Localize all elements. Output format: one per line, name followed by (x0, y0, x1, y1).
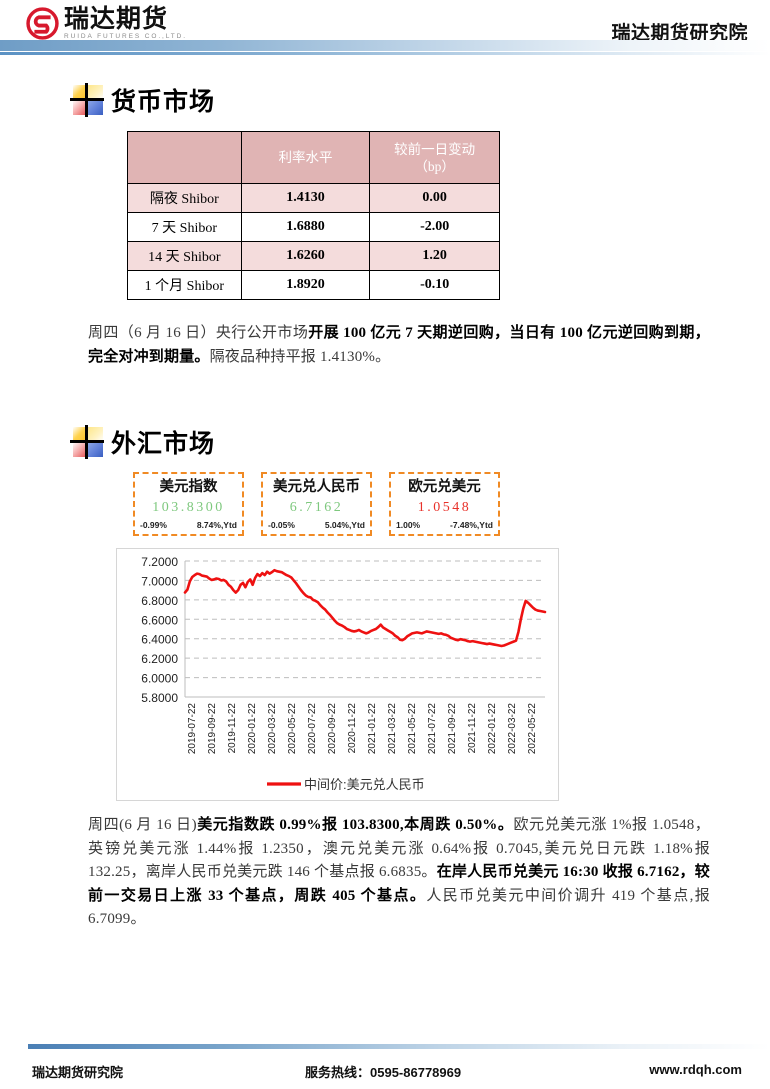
svg-text:2022-01-22: 2022-01-22 (487, 703, 498, 755)
fx-commentary-bold-2: 在岸人民币兑美元 16:30 收报 6.7162，较前一交易日上涨 33 个基点… (88, 864, 711, 904)
column-header-name (127, 131, 242, 184)
header-accent-line (0, 52, 770, 55)
table-row: 1 个月 Shibor 1.8920 -0.10 (127, 270, 500, 300)
fx-quote-change: -0.05% (268, 520, 295, 530)
section-heading-fx-market: 外汇市场 (70, 424, 770, 460)
column-header-rate: 利率水平 (240, 131, 371, 184)
svg-text:2021-09-22: 2021-09-22 (447, 703, 458, 755)
commentary-text-bold: 开展 100 亿元 7 天期逆回购，当日有 100 亿元逆回购到期，完全对冲到期… (88, 325, 710, 365)
svg-text:2020-11-22: 2020-11-22 (347, 703, 358, 754)
fx-commentary-plain-1: 周四(6 月 16 日) (88, 817, 197, 833)
svg-text:6.4000: 6.4000 (141, 633, 178, 647)
fx-quote-change: -0.99% (140, 520, 167, 530)
svg-text:7.0000: 7.0000 (141, 574, 178, 588)
chart-canvas: 7.2000 7.0000 6.8000 6.6000 6.4000 6.2000 6.00… (141, 555, 547, 792)
svg-text:2022-03-22: 2022-03-22 (507, 703, 518, 755)
brand-logo: 瑞达期货 RUIDA FUTURES CO.,LTD. (26, 6, 187, 41)
svg-text:2021-05-22: 2021-05-22 (407, 703, 418, 755)
section-title: 外汇市场 (111, 430, 216, 458)
row-rate: 1.8920 (240, 270, 371, 300)
color-grid-icon (70, 425, 104, 459)
page-header: 瑞达期货 RUIDA FUTURES CO.,LTD. 瑞达期货研究院 (0, 0, 770, 60)
row-change: -2.00 (369, 212, 500, 242)
section-title: 货币市场 (111, 88, 216, 116)
svg-text:2020-09-22: 2020-09-22 (327, 703, 338, 755)
row-change: 1.20 (369, 241, 500, 271)
fx-quote-card-usd-index: 美元指数 103.8300 -0.99% 8.74%,Ytd (133, 472, 244, 536)
column-header-change-line1: 较前一日变动 (394, 141, 476, 157)
svg-text:6.8000: 6.8000 (141, 594, 178, 608)
shibor-table-wrapper: 利率水平 较前一日变动 （bp） 隔夜 Shibor 1.4130 0.00 7… (127, 131, 770, 300)
svg-text:2021-11-22: 2021-11-22 (467, 703, 478, 754)
row-label: 7 天 Shibor (127, 212, 242, 242)
row-label: 隔夜 Shibor (127, 183, 242, 213)
footer-website[interactable]: www.rdqh.com (649, 1062, 742, 1077)
fx-quote-value: 103.8300 (152, 500, 225, 515)
brand-name-en: RUIDA FUTURES CO.,LTD. (64, 33, 187, 40)
row-change: 0.00 (369, 183, 500, 213)
header-gradient-band (0, 40, 770, 51)
row-label: 14 天 Shibor (127, 241, 242, 271)
color-grid-icon (70, 83, 104, 117)
table-header-row: 利率水平 较前一日变动 （bp） (127, 131, 500, 184)
row-rate: 1.6260 (240, 241, 371, 271)
svg-text:2020-05-22: 2020-05-22 (287, 703, 298, 755)
fx-quote-name: 美元兑人民币 (273, 479, 360, 495)
table-row: 14 天 Shibor 1.6260 1.20 (127, 241, 500, 271)
svg-text:2021-01-22: 2021-01-22 (367, 703, 378, 755)
ruida-swirl-logo-icon (26, 7, 59, 40)
footer-gradient-band (28, 1044, 770, 1049)
svg-text:2019-09-22: 2019-09-22 (207, 703, 218, 755)
shibor-table: 利率水平 较前一日变动 （bp） 隔夜 Shibor 1.4130 0.00 7… (127, 131, 500, 300)
section-heading-money-market: 货币市场 (70, 82, 770, 118)
brand-name-cn: 瑞达期货 (64, 5, 169, 33)
svg-text:2020-01-22: 2020-01-22 (247, 703, 258, 755)
commentary-text-plain-2: 隔夜品种持平报 1.4130%。 (209, 348, 391, 365)
svg-text:5.8000: 5.8000 (141, 691, 178, 705)
header-title: 瑞达期货研究院 (611, 23, 748, 44)
money-market-commentary: 周四（6 月 16 日）央行公开市场开展 100 亿元 7 天期逆回购，当日有 … (88, 322, 710, 369)
fx-commentary-plain-2: 欧元兑美元涨 1%报 1.0548，英镑兑美元涨 1.44%报 1.2350，澳… (88, 817, 710, 880)
svg-text:6.2000: 6.2000 (141, 652, 178, 666)
fx-quote-ytd: 8.74%,Ytd (196, 520, 237, 530)
fx-quote-value: 6.7162 (289, 500, 344, 515)
svg-text:中间价:美元兑人民币: 中间价:美元兑人民币 (304, 777, 425, 792)
footer-institute: 瑞达期货研究院 (32, 1065, 124, 1080)
row-rate: 1.4130 (240, 183, 371, 213)
table-row: 隔夜 Shibor 1.4130 0.00 (127, 183, 500, 213)
fx-quote-card-usdcny: 美元兑人民币 6.7162 -0.05% 5.04%,Ytd (261, 472, 372, 536)
fx-quote-ytd: -7.48%,Ytd (450, 520, 493, 530)
fx-market-commentary: 周四(6 月 16 日)美元指数跌 0.99%报 103.8300,本周跌 0.… (88, 814, 710, 932)
row-change: -0.10 (369, 270, 500, 300)
fx-commentary-bold-1: 美元指数跌 0.99%报 103.8300,本周跌 0.50%。 (196, 817, 514, 833)
fx-quote-row: 美元指数 103.8300 -0.99% 8.74%,Ytd 美元兑人民币 6.… (133, 472, 770, 536)
fx-quote-name: 欧元兑美元 (408, 479, 481, 495)
svg-text:2019-11-22: 2019-11-22 (227, 703, 238, 754)
table-row: 7 天 Shibor 1.6880 -2.00 (127, 212, 500, 242)
fx-quote-name: 美元指数 (159, 479, 218, 495)
column-header-change: 较前一日变动 （bp） (369, 131, 500, 184)
fx-quote-ytd: 5.04%,Ytd (324, 520, 365, 530)
usdcny-fixing-chart: 7.2000 7.0000 6.8000 6.6000 6.4000 6.2000 6.00… (116, 548, 559, 801)
fx-quote-card-eurusd: 欧元兑美元 1.0548 1.00% -7.48%,Ytd (389, 472, 500, 536)
page-footer: 瑞达期货研究院 服务热线：0595-86778969 www.rdqh.com (0, 1040, 770, 1089)
footer-hotline: 服务热线：0595-86778969 (305, 1065, 462, 1080)
fx-commentary-plain-3: 人民币兑美元中间价调升 419 个基点,报 6.7099。 (88, 887, 710, 928)
svg-text:6.0000: 6.0000 (141, 672, 178, 686)
svg-text:2021-07-22: 2021-07-22 (427, 703, 438, 755)
svg-text:2020-03-22: 2020-03-22 (267, 703, 278, 755)
row-label: 1 个月 Shibor (127, 270, 242, 300)
svg-text:7.2000: 7.2000 (141, 555, 178, 569)
fx-quote-value: 1.0548 (417, 500, 472, 515)
fx-quote-change: 1.00% (396, 520, 421, 530)
commentary-text-plain: 周四（6 月 16 日）央行公开市场 (88, 325, 309, 341)
svg-text:2020-07-22: 2020-07-22 (307, 703, 318, 755)
row-rate: 1.6880 (240, 212, 371, 242)
svg-text:2019-07-22: 2019-07-22 (187, 703, 198, 755)
svg-text:2021-03-22: 2021-03-22 (387, 703, 398, 755)
column-header-change-line2: （bp） (414, 158, 455, 174)
svg-text:2022-05-22: 2022-05-22 (527, 703, 538, 755)
svg-text:6.6000: 6.6000 (141, 613, 178, 627)
